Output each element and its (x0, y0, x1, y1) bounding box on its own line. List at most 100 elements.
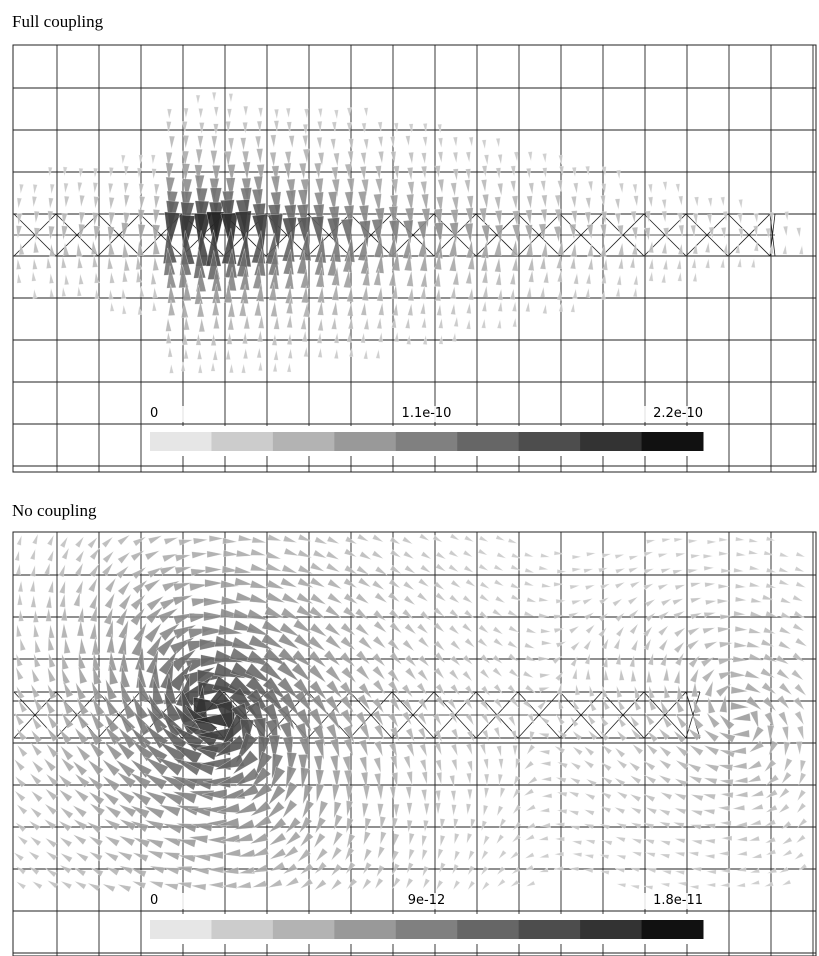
vector-arrow (661, 241, 668, 254)
vector-arrow (569, 584, 580, 590)
vector-arrow (629, 884, 640, 890)
vector-arrow (538, 749, 550, 755)
vector-arrow (323, 649, 341, 666)
vector-arrow (645, 612, 656, 622)
vector-arrow (223, 283, 233, 303)
vector-arrow (123, 257, 130, 272)
vector-arrow (602, 258, 608, 271)
vector-arrow (540, 628, 552, 634)
vector-arrow (718, 551, 729, 557)
vector-arrow (117, 580, 131, 596)
vector-arrow (194, 174, 205, 198)
vector-arrow (268, 282, 277, 301)
vector-arrow (183, 348, 189, 360)
vector-arrow (44, 698, 56, 715)
vector-arrow (555, 598, 567, 604)
vector-arrow (449, 222, 459, 244)
vector-arrow (183, 316, 190, 331)
vector-arrow (316, 783, 325, 803)
vector-arrow (44, 803, 58, 816)
vector-arrow (598, 612, 609, 622)
vector-arrow (556, 289, 562, 301)
vector-arrow (178, 854, 196, 863)
vector-arrow (139, 196, 146, 210)
vector-arrow (782, 244, 788, 255)
vector-arrow (540, 208, 548, 224)
vector-arrow (448, 669, 460, 681)
vector-arrow (285, 107, 291, 119)
vector-arrow (183, 724, 220, 749)
vector-arrow (765, 536, 776, 541)
vector-arrow (147, 566, 164, 579)
vector-arrow (402, 219, 414, 244)
vector-arrow (175, 866, 193, 874)
vector-arrow (617, 698, 626, 711)
vector-arrow (77, 182, 83, 193)
vector-arrow (234, 767, 261, 787)
vector-arrow (541, 194, 548, 208)
vector-arrow (467, 880, 476, 891)
vector-arrow (394, 331, 399, 343)
vector-arrow (297, 577, 314, 588)
vector-arrow (77, 606, 85, 623)
vector-arrow (331, 317, 337, 330)
vector-arrow (317, 152, 325, 167)
colorbar-tick-label: 1.1e-10 (402, 406, 452, 421)
vector-arrow (256, 347, 262, 359)
vector-arrow (258, 107, 264, 118)
vector-arrow (234, 577, 254, 586)
vector-arrow (448, 237, 458, 257)
vector-arrow (776, 668, 791, 680)
vector-arrow (346, 122, 352, 133)
vector-arrow (437, 848, 444, 860)
vector-arrow (197, 363, 203, 374)
vector-arrow (314, 861, 328, 875)
vector-arrow (343, 548, 357, 558)
vector-arrow (339, 651, 356, 668)
vector-arrow (523, 580, 535, 587)
vector-arrow (207, 866, 224, 874)
vector-arrow (406, 270, 414, 287)
vector-arrow (347, 878, 358, 890)
vector-arrow (483, 804, 489, 817)
vector-arrow (229, 363, 234, 374)
vector-arrow (700, 656, 715, 668)
vector-arrow (296, 249, 308, 275)
vector-arrow (507, 640, 519, 649)
vector-arrow (376, 864, 385, 878)
vector-arrow (60, 757, 75, 772)
vector-arrow (720, 258, 725, 269)
vector-arrow (176, 881, 192, 889)
vector-arrow (271, 165, 280, 184)
vector-arrow (242, 161, 251, 181)
vector-arrow (87, 759, 104, 776)
vector-arrow (584, 839, 596, 845)
vector-arrow (510, 582, 521, 589)
vector-arrow (390, 151, 397, 164)
vector-arrow (527, 151, 533, 162)
vector-arrow (343, 593, 359, 605)
vector-arrow (273, 349, 279, 361)
vector-arrow (616, 730, 627, 742)
vector-arrow (615, 836, 626, 843)
vector-arrow (30, 564, 36, 577)
vector-arrow (630, 639, 639, 652)
vector-arrow (538, 687, 551, 693)
vector-arrow (466, 772, 472, 785)
vector-arrow (748, 653, 764, 661)
vector-arrow (704, 241, 711, 253)
vector-arrow (162, 837, 182, 847)
vector-arrow (451, 332, 457, 342)
vector-arrow (87, 882, 101, 892)
vector-arrow (393, 122, 399, 133)
vector-arrow (91, 240, 98, 255)
vector-arrow (145, 838, 164, 849)
vector-arrow (393, 833, 400, 847)
vector-arrow (118, 865, 134, 875)
vector-arrow (374, 724, 385, 741)
vector-arrow (401, 684, 413, 698)
vector-arrow (270, 301, 278, 317)
vector-arrow (317, 347, 323, 358)
vector-arrow (389, 697, 401, 712)
vector-arrow (172, 791, 198, 804)
